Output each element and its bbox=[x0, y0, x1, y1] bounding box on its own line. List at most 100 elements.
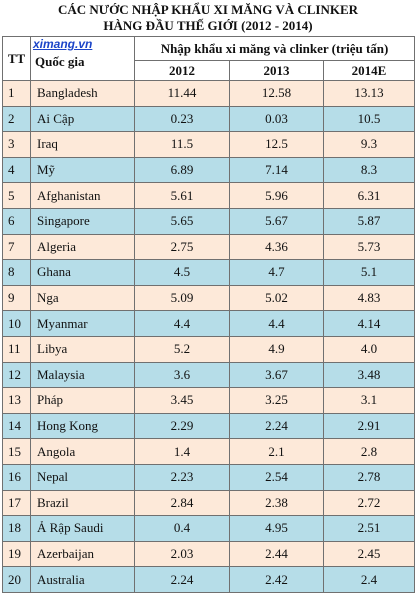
cement-import-table: TT ximang.vn Quốc gia Nhập khẩu xi măng … bbox=[2, 36, 416, 593]
country-name: Azerbaijan bbox=[30, 540, 135, 568]
row-number: 3 bbox=[2, 131, 31, 158]
title-line-1: CÁC NƯỚC NHẬP KHẨU XI MĂNG VÀ CLINKER bbox=[57, 2, 359, 17]
value-2014e: 2.78 bbox=[322, 463, 416, 491]
value-2012: 4.4 bbox=[134, 310, 230, 337]
value-2013: 2.42 bbox=[229, 566, 324, 593]
table-row: 13 Pháp 3.45 3.25 3.1 bbox=[2, 387, 416, 414]
value-2012: 5.2 bbox=[134, 335, 230, 363]
value-2012: 3.45 bbox=[134, 387, 230, 414]
value-2012: 5.65 bbox=[134, 207, 230, 235]
row-number: 1 bbox=[2, 80, 31, 107]
value-2014e: 5.87 bbox=[322, 207, 416, 235]
table-body: 1 Bangladesh 11.44 12.58 13.13 2 Ai Cập 0.23 0.0… bbox=[2, 80, 416, 593]
value-2014e: 3.1 bbox=[322, 387, 416, 414]
table-row: 7 Algeria 2.75 4.36 5.73 bbox=[2, 233, 416, 261]
country-name: Nepal bbox=[30, 463, 135, 491]
value-2014e: 4.14 bbox=[322, 310, 416, 337]
value-2012: 2.75 bbox=[134, 233, 230, 261]
value-2012: 5.61 bbox=[134, 182, 230, 209]
country-name: Nga bbox=[30, 284, 135, 312]
row-number: 18 bbox=[2, 515, 31, 542]
value-2013: 4.9 bbox=[229, 335, 324, 363]
value-2013: 5.67 bbox=[229, 207, 324, 235]
value-2012: 0.23 bbox=[134, 105, 230, 133]
value-2014e: 3.48 bbox=[322, 361, 416, 389]
value-2012: 11.44 bbox=[134, 80, 230, 107]
value-2014e: 2.45 bbox=[322, 540, 416, 568]
table-row: 12 Malaysia 3.6 3.67 3.48 bbox=[2, 361, 416, 389]
table-row: 16 Nepal 2.23 2.54 2.78 bbox=[2, 463, 416, 491]
header-country-label: Quốc gia bbox=[35, 54, 85, 69]
brand-link[interactable]: ximang.vn bbox=[33, 37, 93, 52]
row-number: 16 bbox=[2, 463, 31, 491]
value-2014e: 13.13 bbox=[322, 80, 416, 107]
value-2013: 3.67 bbox=[229, 361, 324, 389]
country-name: Australia bbox=[30, 566, 135, 593]
country-name: Bangladesh bbox=[30, 80, 135, 107]
value-2013: 5.96 bbox=[229, 182, 324, 209]
value-2013: 0.03 bbox=[229, 105, 324, 133]
table-row: 3 Iraq 11.5 12.5 9.3 bbox=[2, 131, 416, 158]
value-2012: 6.89 bbox=[134, 156, 230, 184]
value-2013: 5.02 bbox=[229, 284, 324, 312]
row-number: 15 bbox=[2, 438, 31, 465]
country-name: Ai Cập bbox=[30, 105, 135, 133]
table-row: 5 Afghanistan 5.61 5.96 6.31 bbox=[2, 182, 416, 209]
value-2013: 2.44 bbox=[229, 540, 324, 568]
header-import-group: Nhập khẩu xi măng và clinker (triệu tấn) bbox=[133, 36, 416, 61]
country-name: Libya bbox=[30, 335, 135, 363]
row-number: 12 bbox=[2, 361, 31, 389]
table-row: 1 Bangladesh 11.44 12.58 13.13 bbox=[2, 80, 416, 107]
value-2013: 12.58 bbox=[229, 80, 324, 107]
value-2014e: 2.72 bbox=[322, 489, 416, 517]
value-2013: 4.7 bbox=[229, 259, 324, 286]
table-row: 18 Ả Rập Saudi 0.4 4.95 2.51 bbox=[2, 515, 416, 542]
value-2012: 1.4 bbox=[134, 438, 230, 465]
table-row: 17 Brazil 2.84 2.38 2.72 bbox=[2, 489, 416, 517]
row-number: 19 bbox=[2, 540, 31, 568]
country-name: Malaysia bbox=[30, 361, 135, 389]
table-row: 9 Nga 5.09 5.02 4.83 bbox=[2, 284, 416, 312]
value-2013: 2.54 bbox=[229, 463, 324, 491]
row-number: 4 bbox=[2, 156, 31, 184]
value-2013: 2.38 bbox=[229, 489, 324, 517]
table-row: 15 Angola 1.4 2.1 2.8 bbox=[2, 438, 416, 465]
value-2012: 2.03 bbox=[134, 540, 230, 568]
value-2012: 2.24 bbox=[134, 566, 230, 593]
row-number: 6 bbox=[2, 207, 31, 235]
value-2012: 4.5 bbox=[134, 259, 230, 286]
value-2014e: 6.31 bbox=[322, 182, 416, 209]
value-2013: 2.1 bbox=[229, 438, 324, 465]
table-row: 8 Ghana 4.5 4.7 5.1 bbox=[2, 259, 416, 286]
value-2012: 0.4 bbox=[134, 515, 230, 542]
row-number: 14 bbox=[2, 412, 31, 440]
table-row: 4 Mỹ 6.89 7.14 8.3 bbox=[2, 156, 416, 184]
country-name: Singapore bbox=[30, 207, 135, 235]
country-name: Pháp bbox=[30, 387, 135, 414]
table-row: 19 Azerbaijan 2.03 2.44 2.45 bbox=[2, 540, 416, 568]
table-row: 10 Myanmar 4.4 4.4 4.14 bbox=[2, 310, 416, 337]
header-country: ximang.vn Quốc gia bbox=[30, 36, 135, 81]
value-2014e: 4.0 bbox=[322, 335, 416, 363]
table-row: 14 Hong Kong 2.29 2.24 2.91 bbox=[2, 412, 416, 440]
country-name: Brazil bbox=[30, 489, 135, 517]
country-name: Ghana bbox=[30, 259, 135, 286]
row-number: 8 bbox=[2, 259, 31, 286]
row-number: 2 bbox=[2, 105, 31, 133]
value-2013: 4.95 bbox=[229, 515, 324, 542]
value-2012: 2.84 bbox=[134, 489, 230, 517]
value-2013: 7.14 bbox=[229, 156, 324, 184]
value-2014e: 5.1 bbox=[322, 259, 416, 286]
country-name: Mỹ bbox=[30, 156, 135, 184]
value-2014e: 2.91 bbox=[322, 412, 416, 440]
value-2014e: 5.73 bbox=[322, 233, 416, 261]
row-number: 11 bbox=[2, 335, 31, 363]
value-2014e: 9.3 bbox=[322, 131, 416, 158]
row-number: 20 bbox=[2, 566, 31, 593]
value-2013: 2.24 bbox=[229, 412, 324, 440]
row-number: 17 bbox=[2, 489, 31, 517]
header-year-2013: 2013 bbox=[229, 60, 324, 81]
country-name: Afghanistan bbox=[30, 182, 135, 209]
country-name: Algeria bbox=[30, 233, 135, 261]
value-2012: 11.5 bbox=[134, 131, 230, 158]
